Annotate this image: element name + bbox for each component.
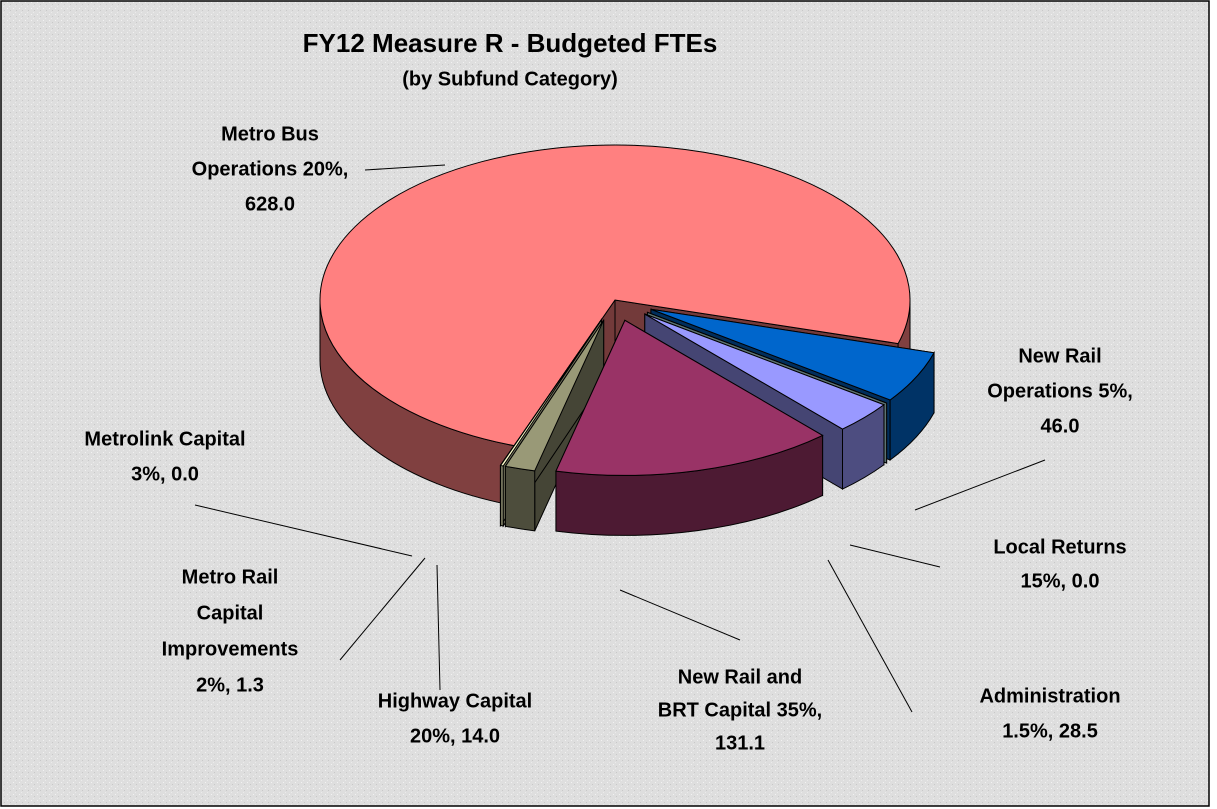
slice-top: [319, 144, 911, 447]
pie-slice: [504, 318, 605, 532]
data-label: Metro Bus: [221, 123, 319, 145]
data-label: Improvements: [162, 638, 299, 660]
slice-top: [555, 319, 824, 476]
data-label: BRT Capital 35%,: [658, 699, 822, 721]
data-label: 628.0: [245, 193, 295, 215]
slice-wall: [500, 464, 504, 527]
slice-top: [499, 319, 602, 467]
data-label: 131.1: [715, 732, 765, 754]
data-label: New Rail and: [678, 666, 802, 688]
data-label: Highway Capital: [378, 690, 532, 712]
leader-line: [339, 557, 426, 661]
leader-line: [849, 544, 941, 568]
leader-line: [436, 564, 441, 691]
data-label: 46.0: [1041, 415, 1080, 437]
leader-line: [619, 589, 741, 641]
pie-slice: [555, 319, 824, 536]
data-label: 20%, 14.0: [410, 725, 500, 747]
leader-line: [194, 504, 413, 557]
data-label: Operations 5%,: [987, 380, 1133, 402]
leader-line: [827, 559, 913, 713]
slice-top: [504, 319, 605, 472]
data-label: 15%, 0.0: [1021, 570, 1100, 592]
data-label: Administration: [979, 685, 1120, 707]
data-label: Local Returns: [993, 536, 1126, 558]
slice-top: [647, 311, 887, 404]
chart-subtitle: (by Subfund Category): [402, 68, 618, 90]
data-label: New Rail: [1018, 345, 1101, 367]
data-label: Capital: [197, 602, 264, 624]
chart-title: FY12 Measure R - Budgeted FTEs: [303, 28, 718, 58]
leader-line: [914, 459, 1046, 511]
data-label: Operations 20%,: [192, 158, 349, 180]
slice-wall: [504, 465, 536, 532]
slice-top: [644, 313, 886, 430]
data-label: 2%, 1.3: [196, 674, 264, 696]
leader-line: [364, 164, 446, 171]
slice-top: [650, 308, 935, 401]
data-label: 3%, 0.0: [131, 463, 199, 485]
data-label: 1.5%, 28.5: [1002, 720, 1098, 742]
data-label: Metro Rail: [182, 566, 279, 588]
data-label: Metrolink Capital: [84, 428, 245, 450]
